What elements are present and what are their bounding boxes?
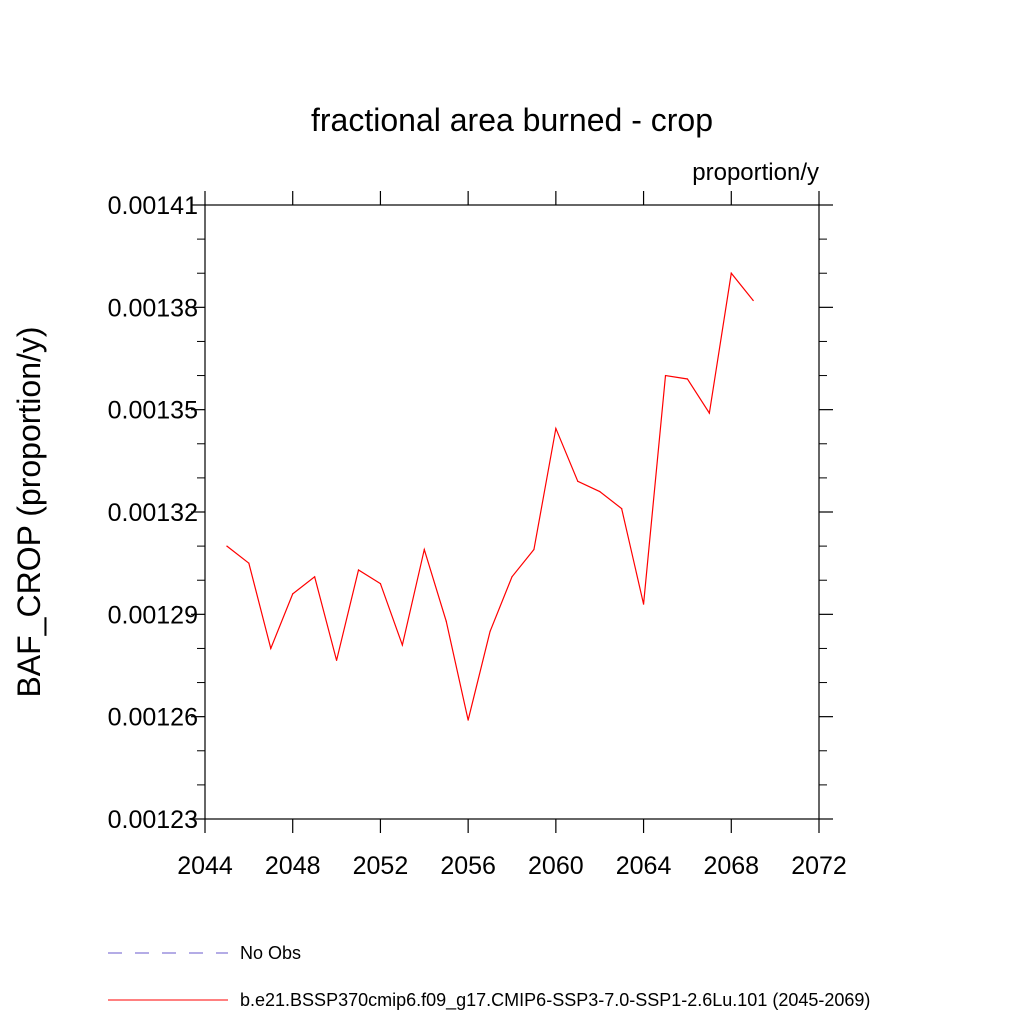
y-tick-label: 0.00129 — [108, 601, 198, 629]
y-tick-label: 0.00141 — [108, 192, 198, 220]
x-tick-label: 2052 — [353, 852, 409, 880]
y-tick-label: 0.00135 — [108, 397, 198, 425]
y-tick-label: 0.00132 — [108, 499, 198, 527]
x-tick-label: 2072 — [791, 852, 847, 880]
plot-frame — [204, 204, 820, 820]
data-point — [292, 593, 294, 595]
x-tick-label: 2068 — [703, 852, 759, 880]
data-point — [599, 490, 601, 493]
data-point — [335, 659, 338, 661]
x-tick-label: 2060 — [528, 852, 584, 880]
data-point — [533, 548, 535, 551]
y-tick-label: 0.00126 — [108, 704, 198, 732]
data-point — [642, 603, 645, 605]
data-point — [489, 630, 491, 632]
x-tick-label: 2044 — [177, 852, 233, 880]
data-point — [577, 480, 579, 482]
data-point — [445, 620, 447, 622]
data-point — [423, 548, 425, 551]
data-point — [357, 569, 360, 571]
data-point — [270, 647, 272, 650]
units-label: proportion/y — [692, 159, 819, 186]
data-point — [226, 545, 228, 547]
y-tick-label: 0.00123 — [108, 806, 198, 834]
data-point — [314, 576, 316, 578]
y-axis-label: BAF_CROP (proportion/y) — [11, 326, 47, 697]
data-point — [467, 719, 469, 721]
data-point — [686, 378, 689, 380]
series-layer — [226, 271, 754, 721]
chart-title: fractional area burned - crop — [311, 102, 713, 138]
data-point — [730, 272, 732, 274]
data-point — [708, 412, 710, 414]
x-tick-label: 2064 — [616, 852, 672, 880]
legend-label: b.e21.BSSP370cmip6.f09_g17.CMIP6-SSP3-7.… — [240, 990, 870, 1011]
series-line-0 — [226, 271, 754, 721]
data-point — [621, 507, 623, 510]
legend-label: No Obs — [240, 943, 301, 963]
data-point — [379, 583, 382, 585]
y-tick-label: 0.00138 — [108, 294, 198, 322]
data-point — [248, 562, 250, 564]
data-point — [752, 299, 754, 302]
data-point — [511, 576, 513, 578]
tick-labels: 2044 2048 2052 2056 2060 2064 2068 2072 0.00123 0… — [108, 192, 847, 880]
data-point — [664, 374, 667, 377]
legend: No Obs b.e21.BSSP370cmip6.f09_g17.CMIP6-S… — [108, 943, 870, 1011]
data-point — [401, 644, 403, 646]
x-tick-label: 2048 — [265, 852, 321, 880]
axis-ticks — [191, 191, 833, 833]
x-tick-label: 2056 — [440, 852, 496, 880]
data-point — [555, 427, 557, 430]
